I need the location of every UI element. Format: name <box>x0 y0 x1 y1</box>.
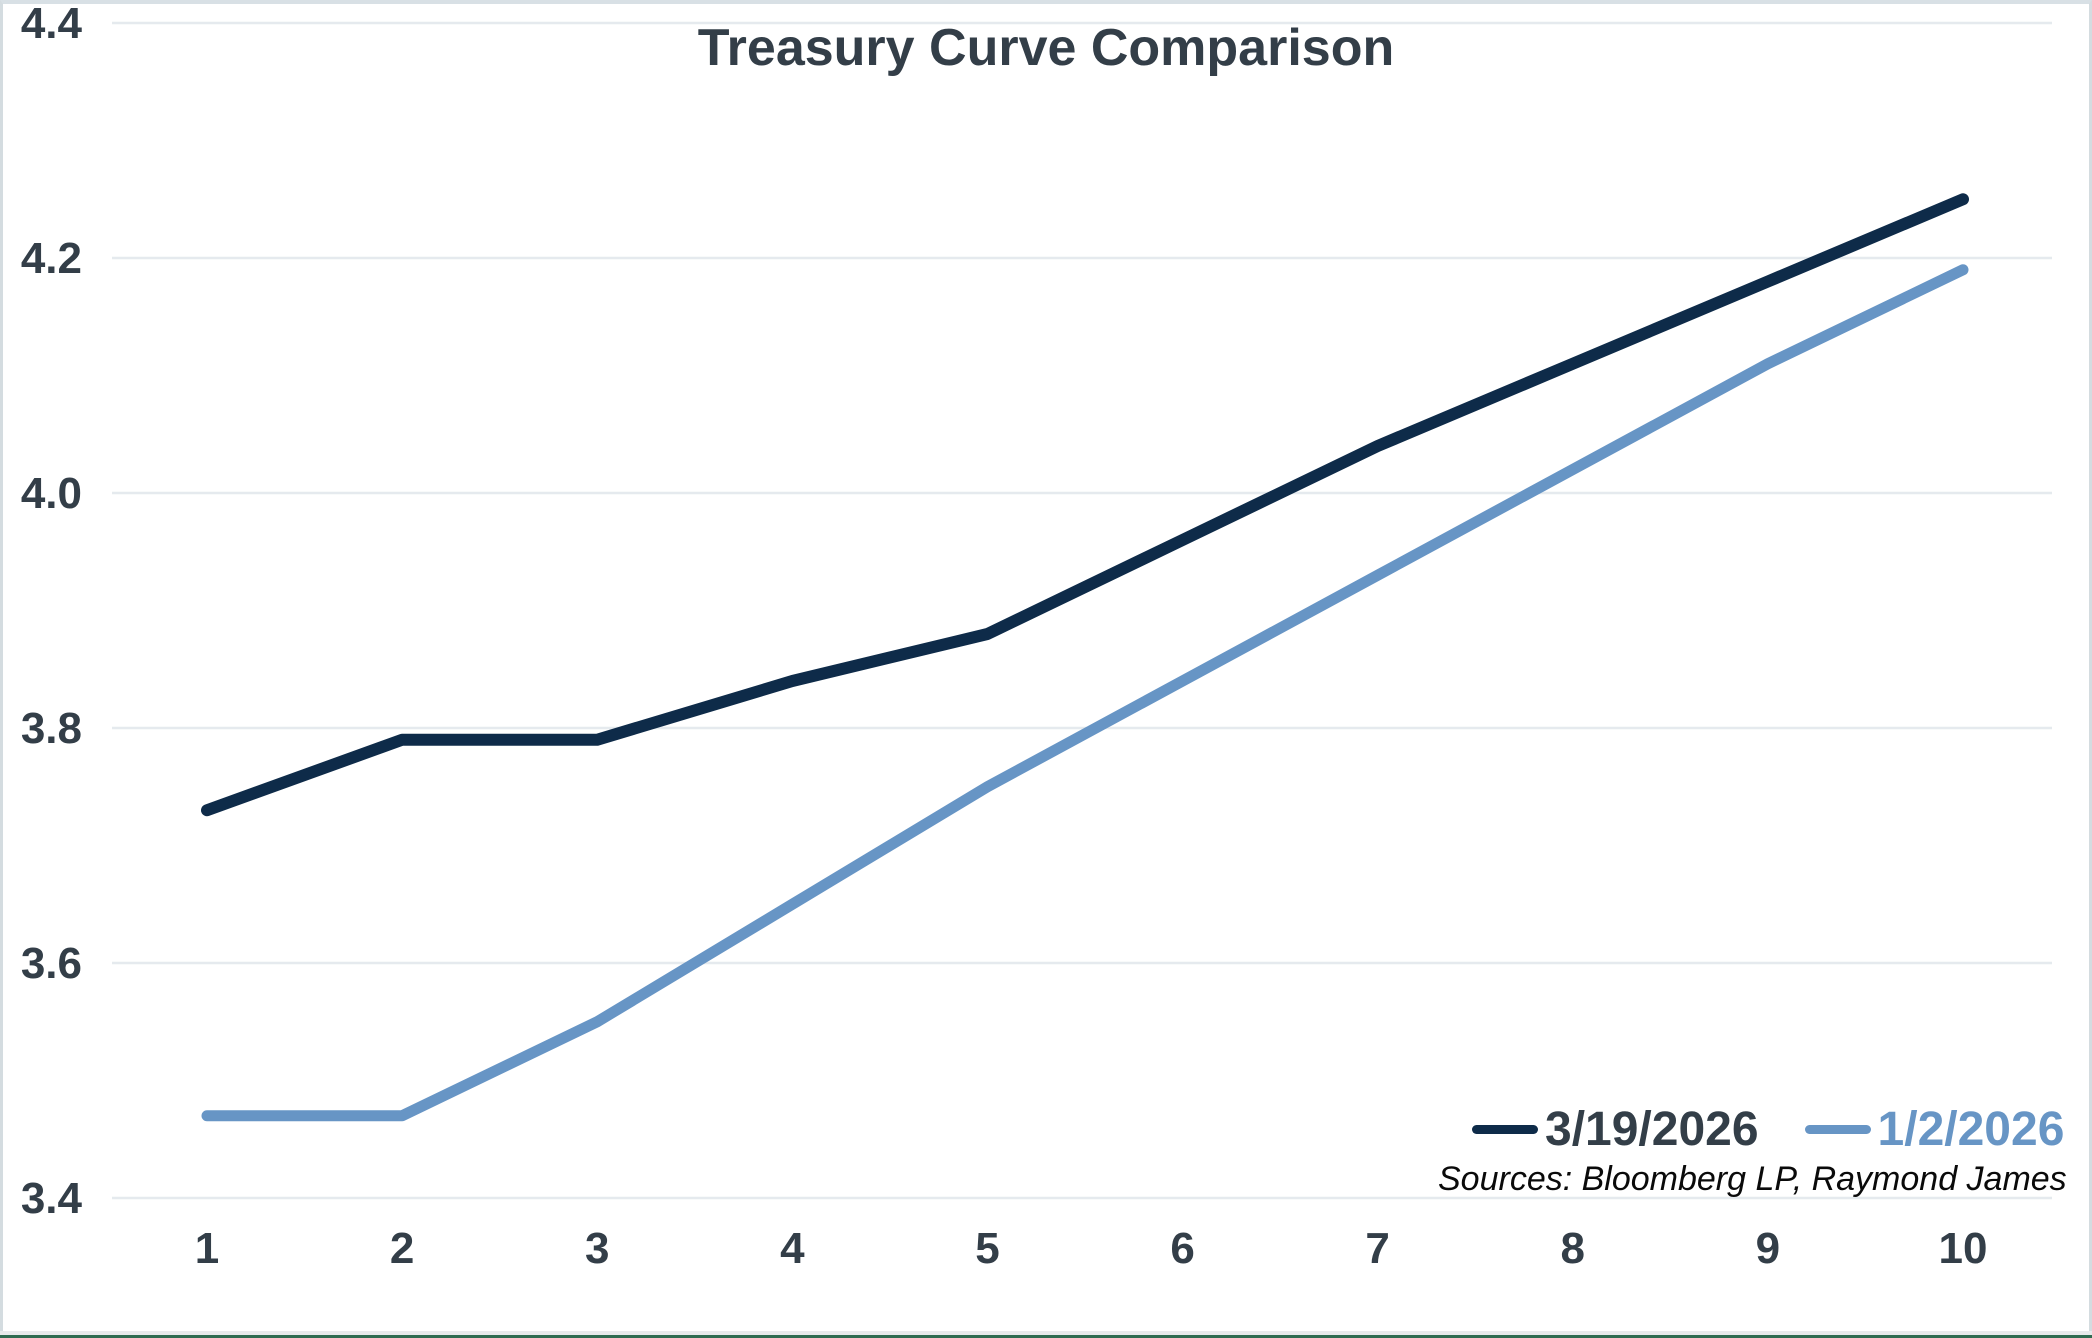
legend-label-series-2: 1/2/2026 <box>1877 1102 2065 1156</box>
x-tick-label: 4 <box>780 1224 805 1273</box>
legend-line-swatch-blue <box>1804 1124 1871 1134</box>
bottom-edge-gray-strip <box>0 1331 2092 1335</box>
x-tick-label: 6 <box>1170 1224 1194 1273</box>
x-tick-label: 3 <box>585 1224 609 1273</box>
x-axis-tick-labels: 1 2 3 4 5 6 7 8 9 10 <box>195 1224 1988 1273</box>
x-tick-label: 1 <box>195 1224 219 1273</box>
x-tick-label: 5 <box>975 1224 999 1273</box>
legend-line-swatch-navy <box>1472 1124 1538 1134</box>
y-tick-label: 3.4 <box>21 1174 83 1223</box>
x-tick-label: 9 <box>1756 1224 1780 1273</box>
x-tick-label: 8 <box>1561 1224 1585 1273</box>
y-tick-label: 4.2 <box>21 234 82 283</box>
chart-legend: 3/19/2026 1/2/2026 <box>1472 1100 2064 1158</box>
y-tick-label: 4.0 <box>21 469 82 518</box>
legend-item-series-2: 1/2/2026 <box>1804 1102 2065 1157</box>
y-tick-label: 3.6 <box>21 939 82 988</box>
chart-title: Treasury Curve Comparison <box>697 19 1395 77</box>
legend-label-series-1: 3/19/2026 <box>1545 1102 1759 1156</box>
y-gridlines <box>112 21 2052 1200</box>
y-tick-label: 4.4 <box>21 0 83 48</box>
y-axis-tick-labels: 4.4 4.2 4.0 3.8 3.6 3.4 <box>21 0 83 1223</box>
y-tick-label: 3.8 <box>21 704 82 753</box>
x-tick-label: 2 <box>390 1224 414 1273</box>
bottom-edge-green-strip <box>0 1335 2092 1338</box>
series-line-3-19-2026 <box>201 193 1969 817</box>
source-attribution: Sources: Bloomberg LP, Raymond James <box>1438 1160 2067 1198</box>
legend-item-series-1: 3/19/2026 <box>1472 1102 1759 1157</box>
x-tick-label: 10 <box>1939 1224 1988 1273</box>
series-line-1-2-2026 <box>201 264 1969 1122</box>
x-tick-label: 7 <box>1365 1224 1389 1273</box>
